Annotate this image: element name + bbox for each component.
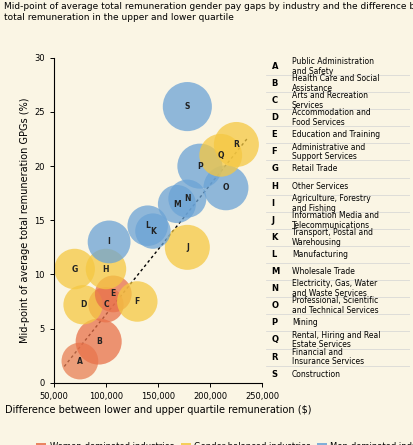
Point (134, 298, 140, 305)
Text: Transport, Postal and
Warehousing: Transport, Postal and Warehousing (291, 228, 372, 247)
Text: Agriculture, Forestry
and Fishing: Agriculture, Forestry and Fishing (291, 194, 370, 213)
Text: Information Media and
Telecommunications: Information Media and Telecommunications (291, 211, 378, 230)
Text: H: H (102, 264, 109, 274)
Text: P: P (197, 162, 202, 170)
Point (149, 227, 156, 235)
Point (184, 195, 190, 202)
Text: B: B (95, 337, 101, 346)
Text: Administrative and
Support Services: Administrative and Support Services (291, 142, 364, 161)
Text: L: L (271, 250, 276, 259)
Text: J: J (185, 243, 188, 252)
Text: Mining: Mining (291, 318, 317, 328)
Text: F: F (271, 147, 277, 156)
Text: B: B (271, 79, 278, 88)
Text: A: A (271, 62, 278, 71)
Text: O: O (271, 301, 278, 310)
Text: J: J (271, 216, 274, 225)
Point (76, 357, 83, 364)
Text: E: E (271, 130, 277, 139)
Text: F: F (134, 297, 140, 306)
Point (95, 338, 102, 345)
Point (233, 141, 239, 148)
Text: Financial and
Insurance Services: Financial and Insurance Services (291, 348, 363, 366)
Text: O: O (222, 183, 229, 192)
Text: Retail Trade: Retail Trade (291, 165, 337, 174)
Point (102, 265, 109, 272)
Text: Public Administration
and Safety: Public Administration and Safety (291, 57, 373, 76)
Text: G: G (271, 165, 278, 174)
Text: C: C (271, 96, 277, 105)
Text: S: S (271, 370, 277, 379)
Point (222, 184, 229, 191)
Y-axis label: Mid-point of average total remuneration GPGs (%): Mid-point of average total remuneration … (20, 97, 30, 343)
Point (184, 103, 190, 110)
Text: R: R (233, 140, 239, 149)
Text: I: I (107, 238, 110, 247)
Text: H: H (271, 182, 278, 190)
Text: Q: Q (271, 336, 278, 344)
Point (110, 290, 116, 297)
Point (217, 152, 223, 159)
Point (80, 301, 86, 308)
Text: N: N (271, 284, 278, 293)
Text: G: G (71, 264, 78, 274)
Text: R: R (271, 352, 278, 361)
Point (71, 265, 78, 272)
Point (196, 162, 203, 170)
Text: N: N (184, 194, 190, 203)
Text: Construction: Construction (291, 370, 340, 379)
Text: Other Services: Other Services (291, 182, 347, 190)
Text: C: C (103, 300, 109, 309)
Point (102, 301, 109, 308)
X-axis label: Difference between lower and upper quartile remuneration ($): Difference between lower and upper quart… (5, 405, 311, 415)
Text: M: M (173, 199, 180, 209)
Point (173, 200, 180, 207)
Text: I: I (271, 198, 274, 208)
Text: Manufacturing: Manufacturing (291, 250, 347, 259)
Text: K: K (150, 227, 155, 235)
Text: Mid-point of average total remuneration gender pay gaps by industry and the diff: Mid-point of average total remuneration … (4, 2, 413, 22)
Text: K: K (271, 233, 278, 242)
Text: Professional, Scientific
and Technical Services: Professional, Scientific and Technical S… (291, 296, 377, 315)
Text: Health Care and Social
Assistance: Health Care and Social Assistance (291, 74, 378, 93)
Text: M: M (271, 267, 279, 276)
Text: Rental, Hiring and Real
Estate Services: Rental, Hiring and Real Estate Services (291, 331, 380, 349)
Text: D: D (271, 113, 278, 122)
Text: Education and Training: Education and Training (291, 130, 379, 139)
Text: Electricity, Gas, Water
and Waste Services: Electricity, Gas, Water and Waste Servic… (291, 279, 376, 298)
Text: Wholesale Trade: Wholesale Trade (291, 267, 354, 276)
Text: E: E (110, 289, 116, 299)
Legend: Women-dominated industries, Gender-balanced industries, Men-dominated industries: Women-dominated industries, Gender-balan… (33, 439, 413, 445)
Text: L: L (145, 221, 150, 230)
Text: D: D (80, 300, 86, 309)
Text: A: A (77, 356, 83, 365)
Point (106, 239, 112, 246)
Text: Q: Q (217, 151, 223, 160)
Text: S: S (184, 102, 190, 111)
Text: P: P (271, 318, 277, 328)
Point (144, 222, 151, 229)
Text: Arts and Recreation
Services: Arts and Recreation Services (291, 91, 367, 110)
Point (184, 244, 190, 251)
Text: Accommodation and
Food Services: Accommodation and Food Services (291, 108, 370, 127)
